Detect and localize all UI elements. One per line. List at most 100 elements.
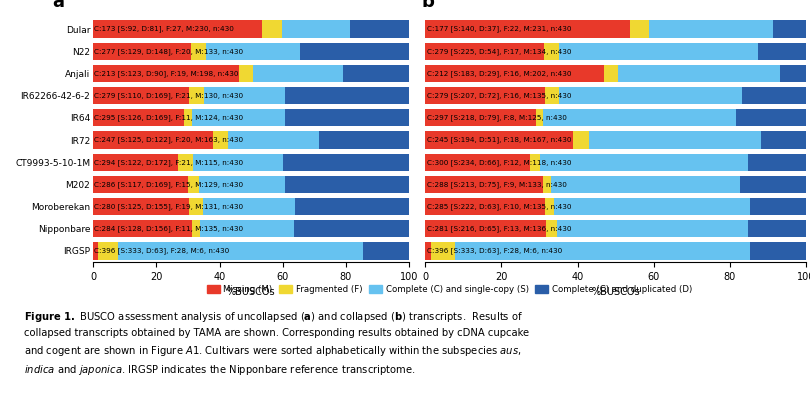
Bar [213,131,228,149]
Text: C:294 [S:122, D:172], F:21, M:115, n:430: C:294 [S:122, D:172], F:21, M:115, n:430 [95,159,244,166]
Bar [425,20,629,38]
Bar [629,20,650,38]
Bar [189,87,204,104]
Bar [425,198,545,215]
Text: C:284 [S:128, D:156], F:11, M:135, n:430: C:284 [S:128, D:156], F:11, M:135, n:430 [95,225,244,232]
Bar [193,154,283,171]
Text: b: b [421,0,434,11]
Bar [545,87,559,104]
Bar [455,242,750,260]
Bar [97,242,118,260]
Bar [285,109,409,126]
Bar [199,176,285,193]
Bar [93,65,239,82]
Bar [431,242,455,260]
Text: C:295 [S:126, D:169], F:11, M:124, n:430: C:295 [S:126, D:169], F:11, M:124, n:430 [95,114,244,121]
Text: C:277 [S:129, D:148], F:20, M:133, n:430: C:277 [S:129, D:148], F:20, M:133, n:430 [95,48,244,55]
Bar [200,220,295,237]
Bar [530,154,540,171]
Text: C:247 [S:125, D:122], F:20, M:163, n:430: C:247 [S:125, D:122], F:20, M:163, n:430 [95,137,244,143]
Bar [736,109,806,126]
Bar [93,242,97,260]
Bar [363,242,409,260]
Text: C:173 [S:92, D:81], F:27, M:230, n:430: C:173 [S:92, D:81], F:27, M:230, n:430 [95,26,234,32]
Text: C:285 [S:222, D:63], F:10, M:135, n:430: C:285 [S:222, D:63], F:10, M:135, n:430 [427,203,571,210]
Bar [285,87,409,104]
Bar [546,220,557,237]
Bar [553,198,750,215]
Bar [93,198,190,215]
Bar [573,131,589,149]
Bar [184,109,192,126]
Bar [557,220,748,237]
Bar [425,220,546,237]
Bar [425,87,545,104]
Bar [425,131,573,149]
Bar [93,131,213,149]
Text: C:288 [S:213, D:75], F:9, M:133, n:430: C:288 [S:213, D:75], F:9, M:133, n:430 [427,181,567,188]
Bar [425,242,431,260]
Bar [93,87,189,104]
Bar [93,109,184,126]
Bar [190,198,203,215]
Bar [283,154,409,171]
Text: C:279 [S:225, D:54], F:17, M:134, n:430: C:279 [S:225, D:54], F:17, M:134, n:430 [427,48,571,55]
Bar [559,87,742,104]
Bar [540,154,748,171]
Bar [425,65,604,82]
Text: $\mathbf{Figure\ 1.}$ BUSCO assessment analysis of uncollapsed ($\mathbf{a}$) an: $\mathbf{Figure\ 1.}$ BUSCO assessment a… [24,310,530,378]
Text: C:279 [S:207, D:72], F:16, M:135, n:430: C:279 [S:207, D:72], F:16, M:135, n:430 [427,92,571,99]
Bar [750,242,806,260]
Bar [118,242,363,260]
Bar [253,65,343,82]
Bar [93,20,262,38]
Bar [536,109,543,126]
Bar [177,154,193,171]
Bar [425,154,530,171]
Bar [228,131,319,149]
Bar [559,43,758,60]
X-axis label: %BUSCOs: %BUSCOs [591,287,640,297]
Text: C:177 [S:140, D:37], F:22, M:231, n:430: C:177 [S:140, D:37], F:22, M:231, n:430 [427,26,571,32]
Bar [239,65,253,82]
Text: C:286 [S:117, D:169], F:15, M:129, n:430: C:286 [S:117, D:169], F:15, M:129, n:430 [95,181,244,188]
Bar [203,198,295,215]
Bar [543,109,736,126]
Bar [93,176,188,193]
X-axis label: %BUSCOs: %BUSCOs [227,287,275,297]
Text: C:396 [S:333, D:63], F:28, M:6, n:430: C:396 [S:333, D:63], F:28, M:6, n:430 [427,248,562,254]
Text: C:281 [S:216, D:65], F:13, M:136, n:430: C:281 [S:216, D:65], F:13, M:136, n:430 [427,225,571,232]
Bar [93,154,177,171]
Bar [285,176,409,193]
Bar [301,43,409,60]
Bar [425,43,544,60]
Bar [650,20,774,38]
Bar [740,176,806,193]
Bar [758,43,806,60]
Bar [750,198,806,215]
Text: C:297 [S:218, D:79], F:8, M:125, n:430: C:297 [S:218, D:79], F:8, M:125, n:430 [427,114,567,121]
Bar [618,65,780,82]
Bar [425,176,543,193]
Bar [543,176,551,193]
Bar [93,220,192,237]
Bar [282,20,350,38]
Bar [748,154,806,171]
Bar [295,220,409,237]
Text: C:212 [S:183, D:29], F:16, M:202, n:430: C:212 [S:183, D:29], F:16, M:202, n:430 [427,70,571,77]
Bar [93,43,191,60]
Bar [191,43,206,60]
Bar [206,43,301,60]
Bar [742,87,806,104]
Bar [544,43,559,60]
Text: a: a [52,0,64,11]
Bar [192,109,285,126]
Bar [551,176,740,193]
Text: C:300 [S:234, D:66], F:12, M:118, n:430: C:300 [S:234, D:66], F:12, M:118, n:430 [427,159,571,166]
Legend: Missing (M), Fragmented (F), Complete (C) and single-copy (S), Complete (C) and : Missing (M), Fragmented (F), Complete (C… [203,282,696,298]
Text: C:396 [S:333, D:63], F:28, M:6, n:430: C:396 [S:333, D:63], F:28, M:6, n:430 [95,248,230,254]
Bar [343,65,409,82]
Bar [774,20,806,38]
Bar [319,131,409,149]
Bar [589,131,761,149]
